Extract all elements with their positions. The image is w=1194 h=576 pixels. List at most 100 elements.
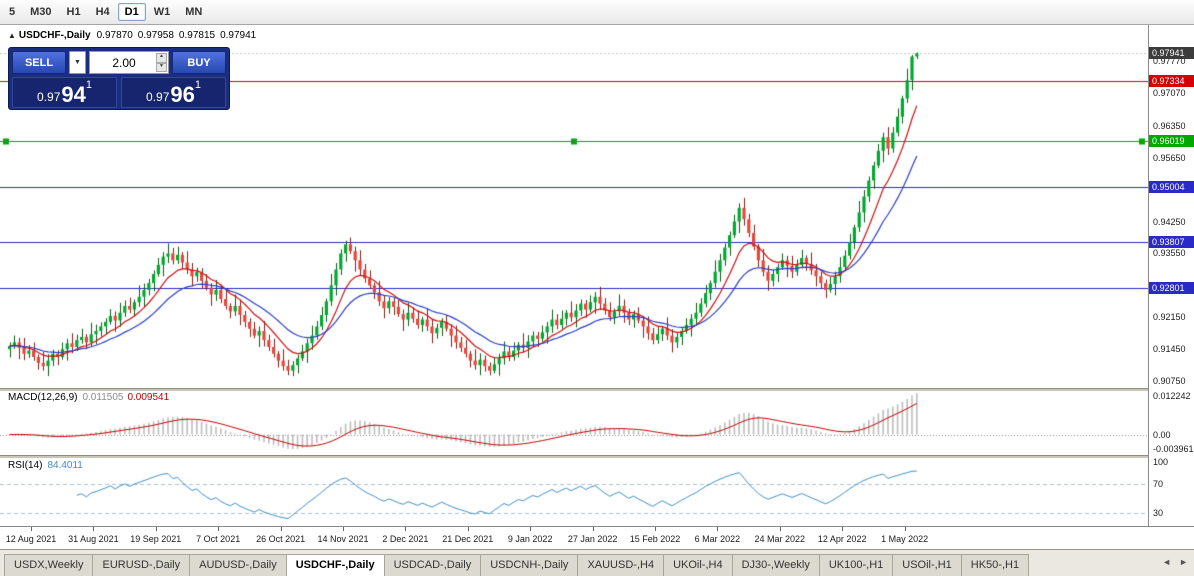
price-tag: 0.97941 [1149,47,1194,60]
volume-decrease-button[interactable]: ▼ [156,62,167,72]
timeframe-button-5[interactable]: 5 [9,6,16,18]
ohlc-close: 0.97941 [220,30,257,41]
symbol-tab[interactable]: UKOil-,H4 [663,554,733,576]
timeframe-button-MN[interactable]: MN [185,6,203,18]
date-label: 24 Mar 2022 [754,534,806,544]
rsi-panel-splitter[interactable] [0,455,1148,458]
macd-panel-splitter[interactable] [0,388,1148,391]
symbol-tab[interactable]: USDCHF-,Daily [285,554,385,576]
sell-price-prefix: 0.97 [37,90,61,104]
sell-price-display: 0.97 94 1 [12,77,117,108]
ohlc-open: 0.97870 [96,30,133,41]
date-tick [717,527,719,531]
rsi-axis-label: 70 [1153,478,1164,489]
date-tick [93,527,95,531]
price-tag: 0.96019 [1149,134,1194,147]
price-axis-label: 0.97770 [1153,56,1186,67]
timeframe-toolbar: 5 M30 H1 H4 D1 W1 MN [0,0,1194,25]
buy-price-pipette: 1 [194,79,201,91]
sell-button[interactable]: SELL [12,51,66,74]
timeframe-button-W1[interactable]: W1 [153,6,171,18]
price-tag: 0.97334 [1149,74,1194,87]
price-axis-label: 0.96350 [1153,120,1186,131]
date-label: 6 Mar 2022 [694,534,741,544]
date-tick [405,527,407,531]
date-label: 31 Aug 2021 [68,534,119,544]
symbol-tab[interactable]: AUDUSD-,Daily [189,554,287,576]
date-axis[interactable]: 12 Aug 2021 31 Aug 2021 19 Sep 2021 7 Oct 2… [0,526,1194,550]
date-label: 12 Aug 2021 [5,534,57,544]
price-tag: 0.93807 [1149,235,1194,248]
sell-price-big-digits: 94 [61,82,86,107]
date-tick [655,527,656,531]
date-tick [31,527,32,531]
macd-axis-label: -0.003961 [1153,444,1194,454]
date-tick [530,527,532,531]
date-label: 14 Nov 2021 [317,534,369,544]
date-label: 26 Oct 2021 [256,534,306,544]
date-tick [155,527,157,531]
date-tick [592,527,594,531]
timeframe-button-H1[interactable]: H1 [66,6,81,18]
rsi-title: RSI(14) [8,460,43,471]
chevron-down-icon: ▼ [74,59,81,66]
macd-main-value: 0.011505 [82,392,124,403]
price-axis-label: 0.91450 [1153,344,1186,355]
ohlc-high: 0.97958 [137,30,174,41]
buy-button[interactable]: BUY [172,51,226,74]
symbol-tab[interactable]: XAUUSD-,H4 [577,554,665,576]
date-label: 2 Dec 2021 [382,534,429,544]
price-axis-label: 0.97070 [1153,87,1186,98]
symbol-tab[interactable]: UK100-,H1 [818,554,894,576]
one-click-trade-panel: SELL ▼ ▲ ▼ BUY 0.97 94 1 0.97 96 [8,47,230,110]
date-tick [904,527,906,531]
symbol-tab[interactable]: USOil-,H1 [892,554,962,576]
symbol-tab[interactable]: EURUSD-,Daily [92,554,191,576]
buy-price-big-digits: 96 [170,82,195,107]
tab-scroll-left-icon[interactable]: ◄ [1162,557,1172,567]
buy-price-prefix: 0.97 [146,90,170,104]
timeframe-button-H4[interactable]: H4 [95,6,110,18]
macd-canvas[interactable] [0,390,1148,455]
timeframe-button-M30[interactable]: M30 [30,6,52,18]
price-axis-label: 0.92150 [1153,312,1186,323]
macd-title: MACD(12,26,9) [8,392,78,403]
tab-scroll-controls: ◄ ► [1162,557,1188,567]
chart-symbol-label: USDCHF-,Daily [18,30,91,41]
rsi-axis-label: 30 [1153,507,1164,518]
symbol-tab[interactable]: DJ30-,Weekly [731,554,820,576]
volume-field: ▲ ▼ [89,51,169,74]
date-tick [218,527,220,531]
date-tick [280,527,282,531]
date-label: 19 Sep 2021 [130,534,182,544]
price-axis[interactable]: 0.97770 0.97070 0.96350 0.95650 0.94250 0.935… [1148,25,1194,526]
date-label: 12 Apr 2022 [817,534,867,544]
rsi-axis-label: 100 [1153,456,1169,467]
rsi-canvas[interactable] [0,458,1148,526]
collapse-trade-panel-icon[interactable]: ▲ [8,31,16,40]
chart-ohlc-header: ▲ USDCHF-,Daily 0.97870 0.97958 0.97815 0.979… [8,30,261,41]
volume-input[interactable] [90,52,168,73]
macd-signal-value: 0.009541 [127,392,170,403]
date-tick [467,527,469,531]
macd-axis-label: 0.012242 [1153,391,1191,401]
date-tick [343,527,344,531]
tab-scroll-right-icon[interactable]: ► [1179,557,1188,567]
order-type-dropdown[interactable]: ▼ [69,51,86,74]
symbol-tab[interactable]: USDX,Weekly [4,554,94,576]
date-label: 27 Jan 2022 [567,534,618,544]
date-label: 9 Jan 2022 [507,534,553,544]
price-tag: 0.92801 [1149,281,1194,294]
symbol-tab[interactable]: HK50-,H1 [960,554,1030,576]
timeframe-button-D1[interactable]: D1 [117,3,146,21]
price-axis-label: 0.90750 [1153,376,1186,387]
rsi-indicator-label: RSI(14) 84.4011 [8,460,83,471]
volume-increase-button[interactable]: ▲ [156,53,167,63]
buy-price-display: 0.97 96 1 [121,77,226,108]
date-label: 15 Feb 2022 [629,534,681,544]
symbol-tab[interactable]: USDCNH-,Daily [480,554,579,576]
symbol-tab[interactable]: USDCAD-,Daily [383,554,482,576]
macd-indicator-label: MACD(12,26,9) 0.011505 0.009541 [8,392,169,403]
symbol-tab-bar: USDX,Weekly EURUSD-,Daily AUDUSD-,Daily USD… [0,549,1194,576]
